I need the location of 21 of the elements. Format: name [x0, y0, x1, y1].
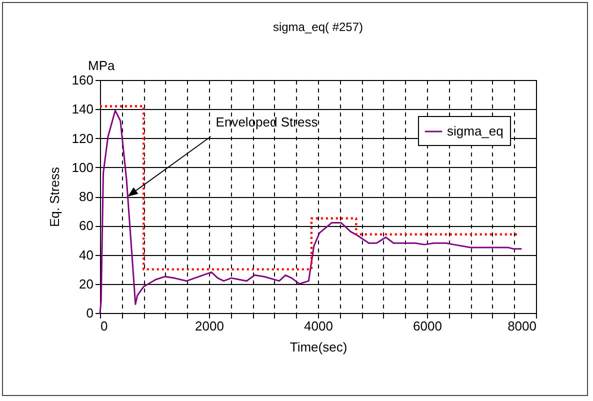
y-tick-label: 60 — [79, 218, 94, 234]
y-tick-label: 100 — [72, 160, 94, 175]
y-tick-label: 40 — [79, 247, 94, 262]
x-tick-label: 0 — [100, 318, 108, 334]
line-series — [99, 110, 522, 314]
x-tick-label: 2000 — [195, 318, 224, 334]
annotation: Enveloped Stress — [216, 114, 318, 130]
y-tick-label: 20 — [79, 276, 94, 292]
text: MPa — [88, 58, 115, 73]
x-tick-label: 4000 — [304, 318, 333, 334]
y-axis-title: Eq. Stress — [46, 166, 62, 227]
x-tick-label: 6000 — [413, 318, 442, 334]
x-axis-title: Time(sec) — [290, 340, 348, 354]
legend-label: sigma_eq — [447, 124, 504, 138]
y-tick-label: 80 — [79, 189, 94, 204]
chart-title: sigma_eq( #257) — [272, 20, 364, 34]
x-tick-label: 8000 — [508, 318, 536, 334]
y-tick-label: 0 — [86, 306, 94, 320]
y-tick-label: 160 — [72, 72, 94, 88]
y-tick-label: 140 — [72, 102, 94, 117]
y-tick-label: 120 — [72, 130, 94, 146]
